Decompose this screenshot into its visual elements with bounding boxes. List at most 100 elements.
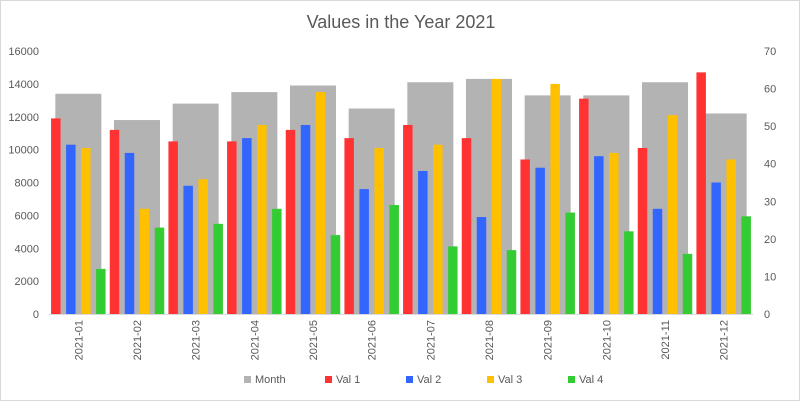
bar-val-2	[418, 170, 428, 314]
x-tick-label: 2021-06	[367, 320, 379, 360]
x-tick-label: 2021-02	[132, 320, 144, 360]
bar-val-3	[198, 179, 208, 314]
legend-label: Val 1	[336, 374, 360, 386]
x-axis: 2021-01 2021-02 2021-03 2021-04 2021-05 2021-…	[73, 320, 730, 360]
bar-val-4	[741, 216, 751, 314]
y2-tick-label: 60	[764, 84, 776, 96]
bar-val-2	[476, 217, 487, 314]
bar-val-1	[227, 141, 237, 314]
y-tick-label: 14000	[8, 79, 39, 91]
bar-val-3	[550, 83, 560, 314]
bar-val-2	[183, 185, 193, 314]
bar-val-4	[624, 231, 634, 314]
bar-val-2	[535, 167, 545, 314]
legend-swatch	[487, 376, 494, 383]
x-tick-label: 2021-03	[191, 320, 203, 360]
bar-val-4	[565, 212, 575, 314]
y2-tick-label: 30	[764, 196, 776, 208]
bar-val-4	[154, 227, 165, 314]
bar-month	[524, 95, 571, 314]
x-tick-label: 2021-01	[73, 320, 85, 360]
y-tick-label: 2000	[15, 276, 39, 288]
x-tick-label: 2021-11	[660, 320, 672, 360]
bar-val-1	[285, 129, 296, 314]
y2-tick-label: 0	[764, 309, 770, 321]
bars-group	[51, 72, 751, 315]
bar-val-4	[213, 223, 223, 314]
bar-val-4	[96, 268, 106, 314]
bar-val-4	[682, 253, 693, 314]
bar-val-1	[520, 159, 530, 314]
bar-val-3	[667, 115, 678, 314]
bar-val-2	[300, 124, 311, 314]
bar-month	[114, 120, 160, 314]
y-tick-label: 4000	[15, 243, 39, 255]
legend-swatch	[568, 376, 575, 383]
legend-swatch	[325, 376, 332, 383]
legend-swatch	[244, 376, 251, 383]
x-tick-label: 2021-08	[484, 320, 496, 360]
bar-val-2	[652, 208, 663, 314]
y-tick-label: 6000	[15, 210, 39, 222]
y-tick-label: 16000	[8, 46, 39, 58]
legend-label: Month	[255, 374, 286, 386]
x-tick-label: 2021-05	[308, 320, 320, 360]
bar-val-1	[51, 118, 61, 314]
y2-tick-label: 20	[764, 234, 776, 246]
bar-val-3	[491, 78, 502, 314]
bar-val-4	[448, 246, 458, 314]
y2-tick-label: 70	[764, 46, 776, 58]
bar-val-3	[609, 152, 619, 314]
bar-val-3	[315, 92, 326, 314]
y2-tick-label: 40	[764, 159, 776, 171]
legend: Month Val 1 Val 2 Val 3 Val 4	[244, 374, 603, 386]
bar-val-1	[637, 147, 648, 314]
legend-label: Val 4	[579, 374, 603, 386]
legend-swatch	[406, 376, 413, 383]
bar-val-1	[344, 138, 354, 314]
y-tick-label: 0	[33, 309, 39, 321]
bar-val-4	[389, 205, 399, 314]
bar-month	[55, 93, 102, 314]
bar-month	[466, 78, 512, 314]
bar-month	[700, 113, 747, 315]
bar-val-3	[81, 147, 91, 314]
bar-val-1	[579, 98, 589, 314]
bar-month	[172, 103, 219, 314]
legend-label: Val 3	[498, 374, 522, 386]
bar-val-2	[359, 189, 369, 314]
bar-month	[642, 82, 688, 314]
bar-month	[231, 92, 278, 314]
bar-val-3	[139, 208, 150, 314]
primary-y-axis: 0 2000 4000 6000 8000 10000 12000 14000 16000	[8, 46, 39, 321]
bar-val-4	[272, 208, 282, 314]
bar-month	[348, 108, 395, 314]
secondary-y-axis: 0 10 20 30 40 50 60 70	[764, 46, 776, 321]
bar-val-2	[711, 182, 721, 314]
x-tick-label: 2021-09	[543, 320, 555, 360]
bar-val-2	[66, 144, 76, 314]
bar-val-4	[506, 250, 517, 314]
y2-tick-label: 10	[764, 271, 776, 283]
x-tick-label: 2021-10	[601, 320, 613, 360]
bar-val-1	[403, 124, 413, 314]
bar-val-1	[696, 72, 706, 315]
x-tick-label: 2021-07	[425, 320, 437, 360]
bar-month	[583, 95, 630, 314]
bar-month	[407, 82, 454, 314]
bar-month	[290, 85, 336, 314]
bar-val-4	[330, 235, 341, 314]
y-tick-label: 10000	[8, 145, 39, 157]
bar-val-3	[374, 147, 384, 314]
bar-val-3	[726, 159, 736, 314]
bar-val-3	[433, 144, 443, 314]
bar-val-2	[124, 152, 135, 314]
bar-val-1	[168, 141, 178, 314]
x-tick-label: 2021-12	[719, 320, 731, 360]
bar-val-1	[109, 129, 120, 314]
bar-val-1	[461, 138, 472, 314]
y-tick-label: 12000	[8, 112, 39, 124]
x-tick-label: 2021-04	[249, 320, 261, 360]
legend-label: Val 2	[417, 374, 441, 386]
